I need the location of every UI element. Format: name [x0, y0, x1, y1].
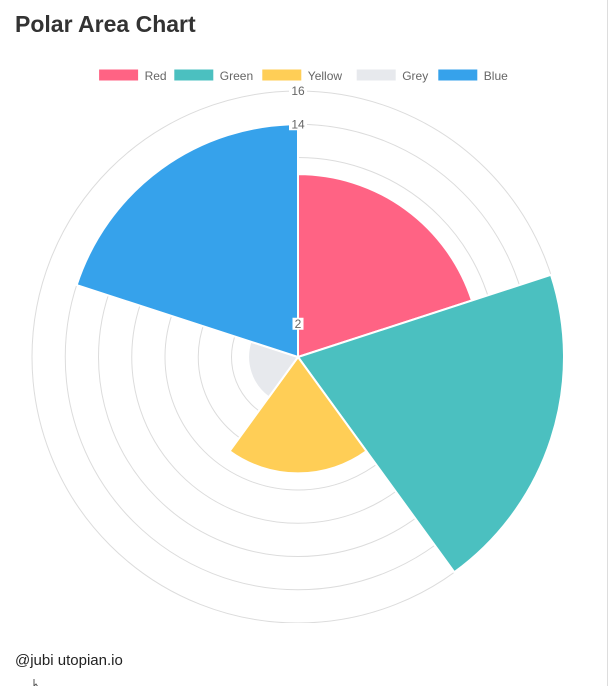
chart-segments — [75, 123, 565, 574]
footer-credit: @jubi utopian.io — [15, 652, 123, 669]
segment-blue — [75, 123, 299, 359]
legend-label-yellow: Yellow — [308, 69, 343, 83]
legend-swatch-red — [98, 68, 140, 82]
segment-green — [296, 273, 565, 574]
legend-swatch-green — [173, 68, 215, 82]
tick-label-2: 2 — [295, 317, 302, 331]
tick-label-bg-14 — [289, 118, 307, 131]
legend-swatch-yellow — [261, 68, 303, 82]
segment-red — [297, 173, 474, 359]
chart-legend: Red Green Yellow Grey Blue — [98, 68, 508, 83]
legend-swatch-blue — [437, 68, 479, 82]
polar-area-chart: Red Green Yellow Grey Blue 16 14 2 — [31, 68, 565, 623]
legend-label-red: Red — [145, 69, 167, 83]
tick-label-bg-2 — [292, 317, 304, 330]
chart-tick-labels: 16 14 2 — [289, 84, 307, 331]
tick-label-bg-16 — [289, 85, 307, 97]
segment-yellow — [228, 355, 368, 475]
legend-label-blue: Blue — [484, 69, 508, 83]
tick-label-14: 14 — [291, 117, 305, 131]
legend-swatch-grey — [355, 68, 397, 82]
legend-label-green: Green — [220, 69, 253, 83]
page-title: Polar Area Chart — [15, 11, 196, 37]
segment-grey — [247, 340, 300, 399]
legend-label-grey: Grey — [402, 69, 428, 83]
mouse-cursor-icon — [33, 679, 38, 686]
tick-label-16: 16 — [291, 84, 305, 98]
